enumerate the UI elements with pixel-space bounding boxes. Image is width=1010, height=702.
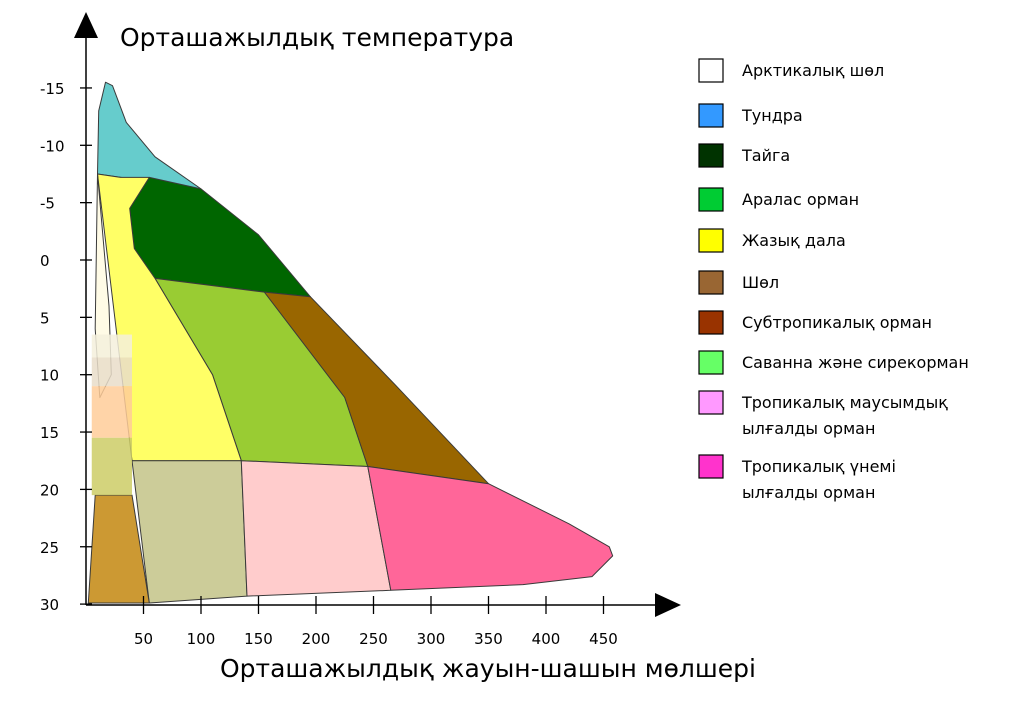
legend-label: Аралас орман [742,190,859,209]
y-tick-label: 20 [40,481,59,499]
x-axis-arrow [655,593,681,617]
legend-swatch [698,310,724,335]
region-7 [131,460,248,604]
strip-3 [91,386,132,438]
legend: Арктикалық шөл Тундра Тайга Аралас орман Жаз… [698,58,969,502]
region-1 [97,81,202,190]
legend-label: Тропикалық маусымдық [741,393,948,412]
legend-label: Тропикалық үнемі [741,457,896,476]
y-ticks: -15 -10 -5 0 5 10 15 20 25 30 [40,80,92,614]
biome-regions [87,81,614,604]
legend-label: ылғалды орман [742,483,875,502]
legend-label: ылғалды орман [742,419,875,438]
strip-1 [91,334,132,358]
legend-label: Шөл [742,273,779,292]
y-axis-title: Орташажылдық температура [120,23,514,52]
legend-label: Тундра [741,106,803,125]
y-tick-label: 10 [40,367,59,385]
legend-swatch [698,228,724,253]
x-tick-label: 150 [244,630,273,648]
x-tick-label: 50 [134,630,153,648]
y-tick-label: 25 [40,539,59,557]
legend-label: Жазық дала [742,231,846,250]
region-9 [367,466,614,591]
legend-label: Тайга [741,146,790,165]
strip-2 [91,357,132,387]
y-tick-label: -5 [40,195,55,213]
x-tick-label: 250 [359,630,388,648]
legend-swatch [698,270,724,295]
y-axis-arrow [74,12,98,38]
y-tick-label: 0 [40,252,50,270]
x-tick-label: 200 [302,630,331,648]
y-tick-label: 5 [40,309,50,327]
region-8 [240,460,392,597]
legend-label: Субтропикалық орман [742,313,932,332]
legend-label: Арктикалық шөл [742,61,884,80]
x-tick-label: 450 [589,630,618,648]
legend-swatch [698,187,724,212]
legend-swatch [698,143,724,168]
x-axis-title: Орташажылдық жауын-шашын мөлшері [220,654,756,683]
legend-swatch [698,390,724,415]
legend-swatch [698,454,724,479]
legend-swatch [698,58,724,83]
y-tick-label: 15 [40,424,59,442]
strip-4 [91,437,132,496]
y-tick-label: -15 [40,80,65,98]
legend-label: Саванна және сирекорман [742,353,969,372]
legend-swatch [698,350,724,375]
x-tick-label: 100 [187,630,216,648]
y-tick-label: -10 [40,137,65,155]
x-ticks: 50 100 150 200 250 300 350 400 450 [134,596,618,648]
x-tick-label: 350 [474,630,503,648]
x-tick-label: 300 [417,630,446,648]
legend-swatch [698,103,724,128]
y-tick-label: 30 [40,596,59,614]
x-tick-label: 400 [532,630,561,648]
